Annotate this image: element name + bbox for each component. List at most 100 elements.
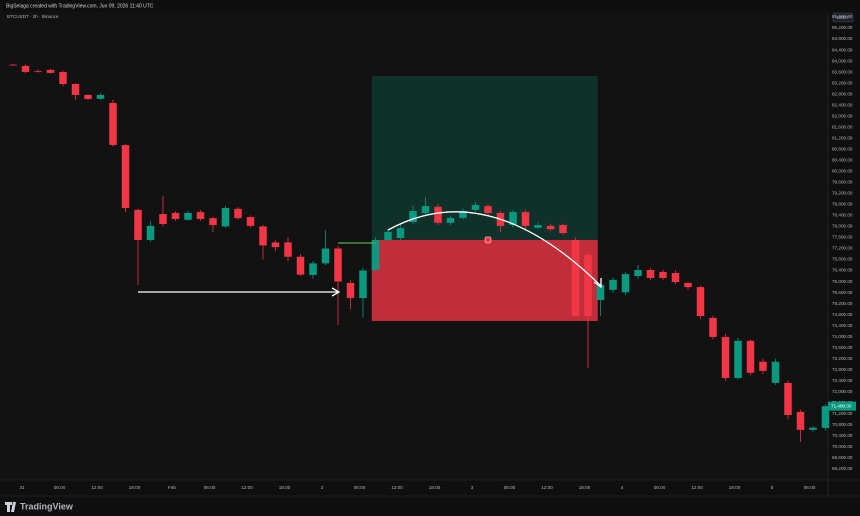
y-tick-label: 70,000.00: [832, 444, 853, 449]
y-tick-label: 84,800.00: [832, 36, 853, 41]
candle-body: [396, 228, 405, 239]
candle-body: [371, 239, 380, 270]
candle-body: [809, 427, 817, 430]
candle-body: [521, 212, 530, 226]
candle-body: [384, 231, 392, 240]
x-tick-label: 06:00: [354, 485, 366, 490]
x-tick-label: 2: [321, 485, 324, 490]
y-tick-label: 69,200.00: [832, 466, 853, 471]
y-tick-label: 71,200.00: [832, 411, 853, 416]
x-tick-label: 3: [471, 485, 474, 490]
y-tick-label: 83,200.00: [832, 80, 853, 85]
y-tick-label: 70,400.00: [832, 433, 853, 438]
y-tick-label: 75,200.00: [832, 301, 853, 306]
last-price-box: [828, 401, 856, 411]
last-price-label: 71,480.00: [831, 403, 852, 408]
candle-body: [259, 226, 267, 246]
candle-body: [684, 282, 692, 288]
candle-body: [71, 83, 80, 95]
y-tick-label: 70,800.00: [832, 422, 853, 427]
candle-body: [334, 248, 342, 282]
header: BigSelaga created with TradingView.com, …: [6, 3, 154, 9]
curve-arrow: [387, 211, 602, 287]
candle-body: [359, 270, 367, 299]
candle-body: [671, 273, 680, 283]
y-tick-label: 80,800.00: [832, 146, 853, 151]
candle-body: [709, 317, 717, 337]
y-tick-label: 69,600.00: [832, 455, 853, 460]
y-tick-label: 77,600.00: [832, 235, 853, 240]
candle-body: [659, 271, 667, 278]
x-tick-label: 06:00: [54, 485, 66, 490]
candle-body: [171, 212, 180, 219]
position-tool: [371, 75, 598, 321]
x-tick-label: 12:00: [391, 485, 403, 490]
x-tick-label: Feb: [168, 485, 176, 490]
candle-body: [309, 263, 317, 275]
candle-body: [759, 361, 767, 371]
candle-body: [34, 70, 42, 72]
candle-body: [21, 65, 30, 72]
y-tick-label: 84,400.00: [832, 47, 853, 52]
candle-body: [471, 204, 480, 210]
y-tick-label: 85,600.00: [832, 14, 853, 19]
x-tick-label: 12:00: [541, 485, 553, 490]
y-tick-label: 82,800.00: [832, 91, 853, 96]
x-tick-label: 18:00: [279, 485, 291, 490]
candle-body: [821, 406, 830, 428]
candle-body: [409, 210, 417, 223]
x-tick-label: 18:00: [129, 485, 141, 490]
candle-body: [459, 210, 467, 218]
arrow-head: [593, 278, 602, 289]
y-tick-label: 82,000.00: [832, 113, 853, 118]
candle-body: [96, 94, 105, 99]
candle-body: [121, 145, 130, 208]
candle-body: [59, 72, 67, 84]
candle-body: [221, 207, 230, 227]
x-tick-label: 06:00: [654, 485, 666, 490]
y-tick-label: 82,400.00: [832, 102, 853, 107]
candle-body: [296, 256, 305, 275]
logo-icon: [5, 502, 16, 512]
candle-body: [571, 239, 580, 317]
x-tick-label: 4: [621, 485, 624, 490]
candle-body: [134, 209, 142, 240]
candle-body: [609, 279, 617, 290]
candle-body: [284, 242, 292, 257]
x-tick-label: 18:00: [579, 485, 591, 490]
candle-body: [634, 269, 642, 277]
y-tick-label: 76,800.00: [832, 257, 853, 262]
candle-body: [784, 382, 792, 415]
y-tick-label: 84,000.00: [832, 58, 853, 63]
axes: 85,600.00 85,200.00 84,800.00 84,400.00 84,0…: [19, 14, 856, 490]
y-tick-label: 78,000.00: [832, 224, 853, 229]
symbol-title: BTCUSDT · 2h · Binance: [7, 14, 59, 19]
candle-body: [109, 102, 117, 145]
candle-body: [596, 284, 605, 301]
y-tick-label: 79,200.00: [832, 191, 853, 196]
candle-body: [346, 282, 355, 299]
drawings: [138, 211, 602, 297]
candle-body: [271, 242, 280, 248]
y-tick-label: 74,000.00: [832, 334, 853, 339]
currency-box[interactable]: [832, 12, 854, 23]
candle-body: [434, 206, 442, 223]
y-tick-label: 85,200.00: [832, 25, 853, 30]
candle-body: [734, 340, 742, 379]
y-tick-label: 83,600.00: [832, 69, 853, 74]
candle-body: [721, 336, 730, 379]
currency: USDT: [837, 15, 850, 20]
x-tick-label: 12:00: [241, 485, 253, 490]
candle-body: [321, 248, 330, 264]
y-tick-label: 72,800.00: [832, 367, 853, 372]
candle-body: [184, 212, 192, 220]
candle-body: [696, 287, 705, 317]
candle-body: [159, 214, 167, 224]
candle-body: [534, 225, 542, 228]
x-tick-label: 06:00: [204, 485, 216, 490]
y-tick-label: 79,600.00: [832, 180, 853, 185]
y-tick-label: 81,200.00: [832, 135, 853, 140]
candle-body: [621, 274, 630, 293]
